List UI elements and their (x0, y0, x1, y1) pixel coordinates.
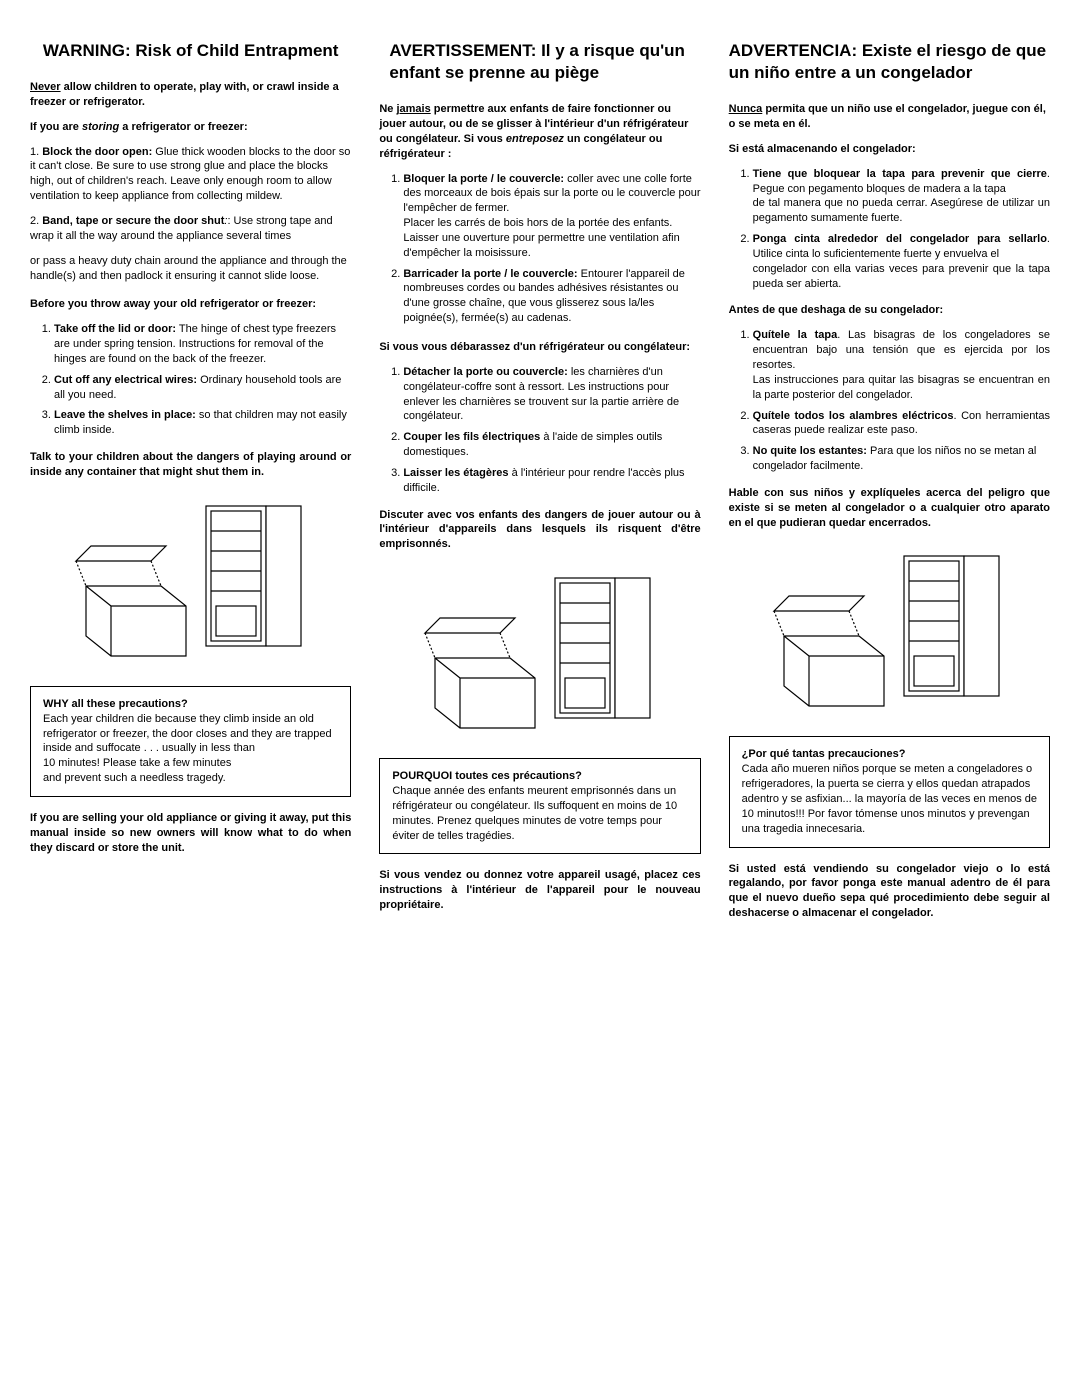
talk-fr: Discuter avec vos enfants des dangers de… (379, 508, 700, 553)
list-item: Laisser les étagères à l'intérieur pour … (403, 466, 700, 496)
dispose-list-es: Quítele la tapa. Las bisagras de los con… (729, 328, 1050, 474)
intro-fr: Ne jamais permettre aux enfants de faire… (379, 102, 700, 161)
step2-en: 2. Band, tape or secure the door shut:: … (30, 214, 351, 244)
before-fr: Si vous vous débarassez d'un réfrigérate… (379, 340, 700, 355)
before-throw-en: Before you throw away your old refrigera… (30, 297, 351, 312)
intro-es: Nunca permita que un niño use el congela… (729, 102, 1050, 132)
heading-es: ADVERTENCIA: Existe el riesgo de que un … (729, 40, 1050, 84)
why-box-es: ¿Por qué tantas precauciones? Cada año m… (729, 736, 1050, 847)
store-list-es: Tiene que bloquear la tapa para prevenir… (729, 167, 1050, 292)
column-spanish: ADVERTENCIA: Existe el riesgo de que un … (729, 40, 1050, 931)
why-box-en: WHY all these precautions? Each year chi… (30, 686, 351, 797)
three-column-layout: WARNING: Risk of Child Entrapment Never … (30, 40, 1050, 931)
list-item: Quítele todos los alambres eléctricos. C… (753, 409, 1050, 439)
list-item: Barricader la porte / le couvercle: Ento… (403, 267, 700, 326)
intro-en: Never allow children to operate, play wi… (30, 80, 351, 110)
list-item: Ponga cinta alrededor del congelador par… (753, 232, 1050, 291)
list-item: Leave the shelves in place: so that chil… (54, 408, 351, 438)
freezer-illustration-fr (415, 568, 665, 738)
store-list-fr: Bloquer la porte / le couvercle: coller … (379, 172, 700, 326)
heading-fr: AVERTISSEMENT: Il y a risque qu'un enfan… (379, 40, 700, 84)
selling-es: Si usted está vendiendo su congelador vi… (729, 862, 1050, 921)
list-item: Détacher la porte ou couvercle: les char… (403, 365, 700, 424)
dispose-list-fr: Détacher la porte ou couvercle: les char… (379, 365, 700, 496)
list-item: Tiene que bloquear la tapa para prevenir… (753, 167, 1050, 226)
talk-es: Hable con sus niños y explíqueles acerca… (729, 486, 1050, 531)
freezer-illustration-es (764, 546, 1014, 716)
list-item: Quítele la tapa. Las bisagras de los con… (753, 328, 1050, 402)
storing-en: If you are storing a refrigerator or fre… (30, 120, 351, 135)
column-english: WARNING: Risk of Child Entrapment Never … (30, 40, 351, 931)
dispose-list-en: Take off the lid or door: The hinge of c… (30, 322, 351, 438)
list-item: Bloquer la porte / le couvercle: coller … (403, 172, 700, 261)
column-french: AVERTISSEMENT: Il y a risque qu'un enfan… (379, 40, 700, 931)
freezer-illustration-en (66, 496, 316, 666)
storing-es: Si está almacenando el congelador: (729, 142, 1050, 157)
before-es: Antes de que deshaga de su congelador: (729, 303, 1050, 318)
step1-en: 1. Block the door open: Glue thick woode… (30, 145, 351, 204)
selling-fr: Si vous vendez ou donnez votre appareil … (379, 868, 700, 913)
list-item: Cut off any electrical wires: Ordinary h… (54, 373, 351, 403)
why-box-fr: POURQUOI toutes ces précautions? Chaque … (379, 758, 700, 854)
list-item: No quite los estantes: Para que los niño… (753, 444, 1050, 474)
talk-en: Talk to your children about the dangers … (30, 450, 351, 480)
list-item: Take off the lid or door: The hinge of c… (54, 322, 351, 367)
step2b-en: or pass a heavy duty chain around the ap… (30, 254, 351, 284)
list-item: Couper les fils électriques à l'aide de … (403, 430, 700, 460)
selling-en: If you are selling your old appliance or… (30, 811, 351, 856)
heading-en: WARNING: Risk of Child Entrapment (30, 40, 351, 62)
